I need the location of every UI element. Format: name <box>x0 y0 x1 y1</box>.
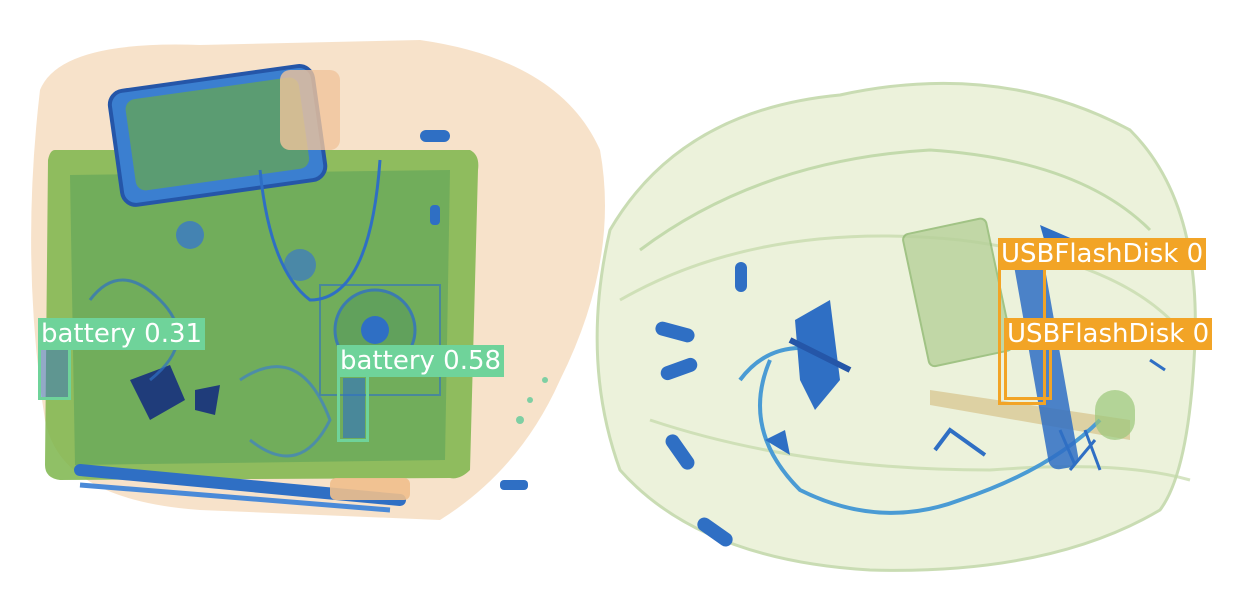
detection-score: 0 <box>1186 239 1204 269</box>
detection-class: USBFlashDisk <box>1001 239 1179 269</box>
detection-score: 0.31 <box>144 319 203 349</box>
battery-detection-label: battery 0.58 <box>337 345 505 377</box>
usb-flash-disk-detection-label: USBFlashDisk 0 <box>1004 318 1213 350</box>
left-bag-scan <box>31 40 606 520</box>
detection-score: 0 <box>1192 319 1210 349</box>
battery-detection-label: battery 0.31 <box>38 318 206 350</box>
detection-class: USBFlashDisk <box>1007 319 1185 349</box>
battery-detection-box <box>38 345 71 400</box>
usb-flash-disk-detection-label: USBFlashDisk 0 <box>998 238 1207 270</box>
battery-detection-box <box>337 372 369 442</box>
usb-flash-disk-detection-box <box>1004 345 1052 400</box>
detection-class: battery <box>41 319 136 349</box>
right-bag-scan <box>595 81 1197 572</box>
detection-class: battery <box>340 346 435 376</box>
detection-score: 0.58 <box>443 346 502 376</box>
